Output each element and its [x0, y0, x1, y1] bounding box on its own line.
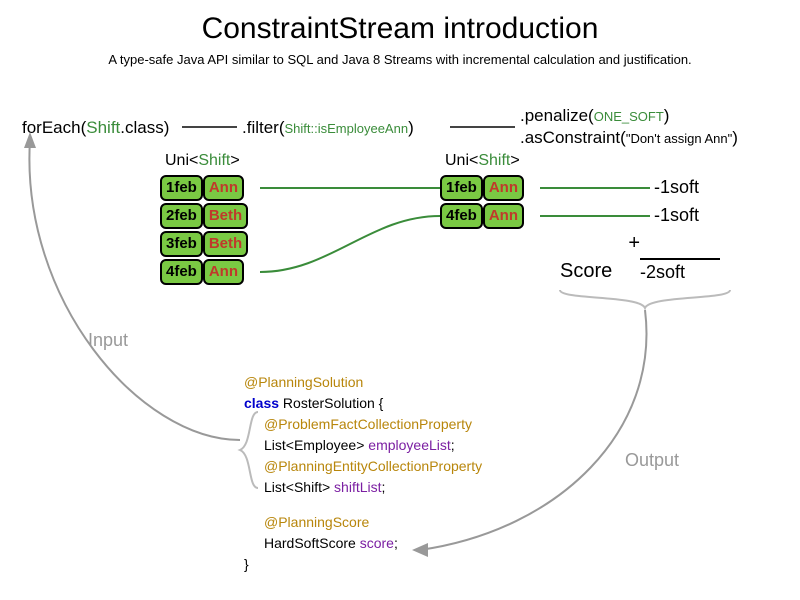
connectors-svg — [0, 0, 800, 600]
